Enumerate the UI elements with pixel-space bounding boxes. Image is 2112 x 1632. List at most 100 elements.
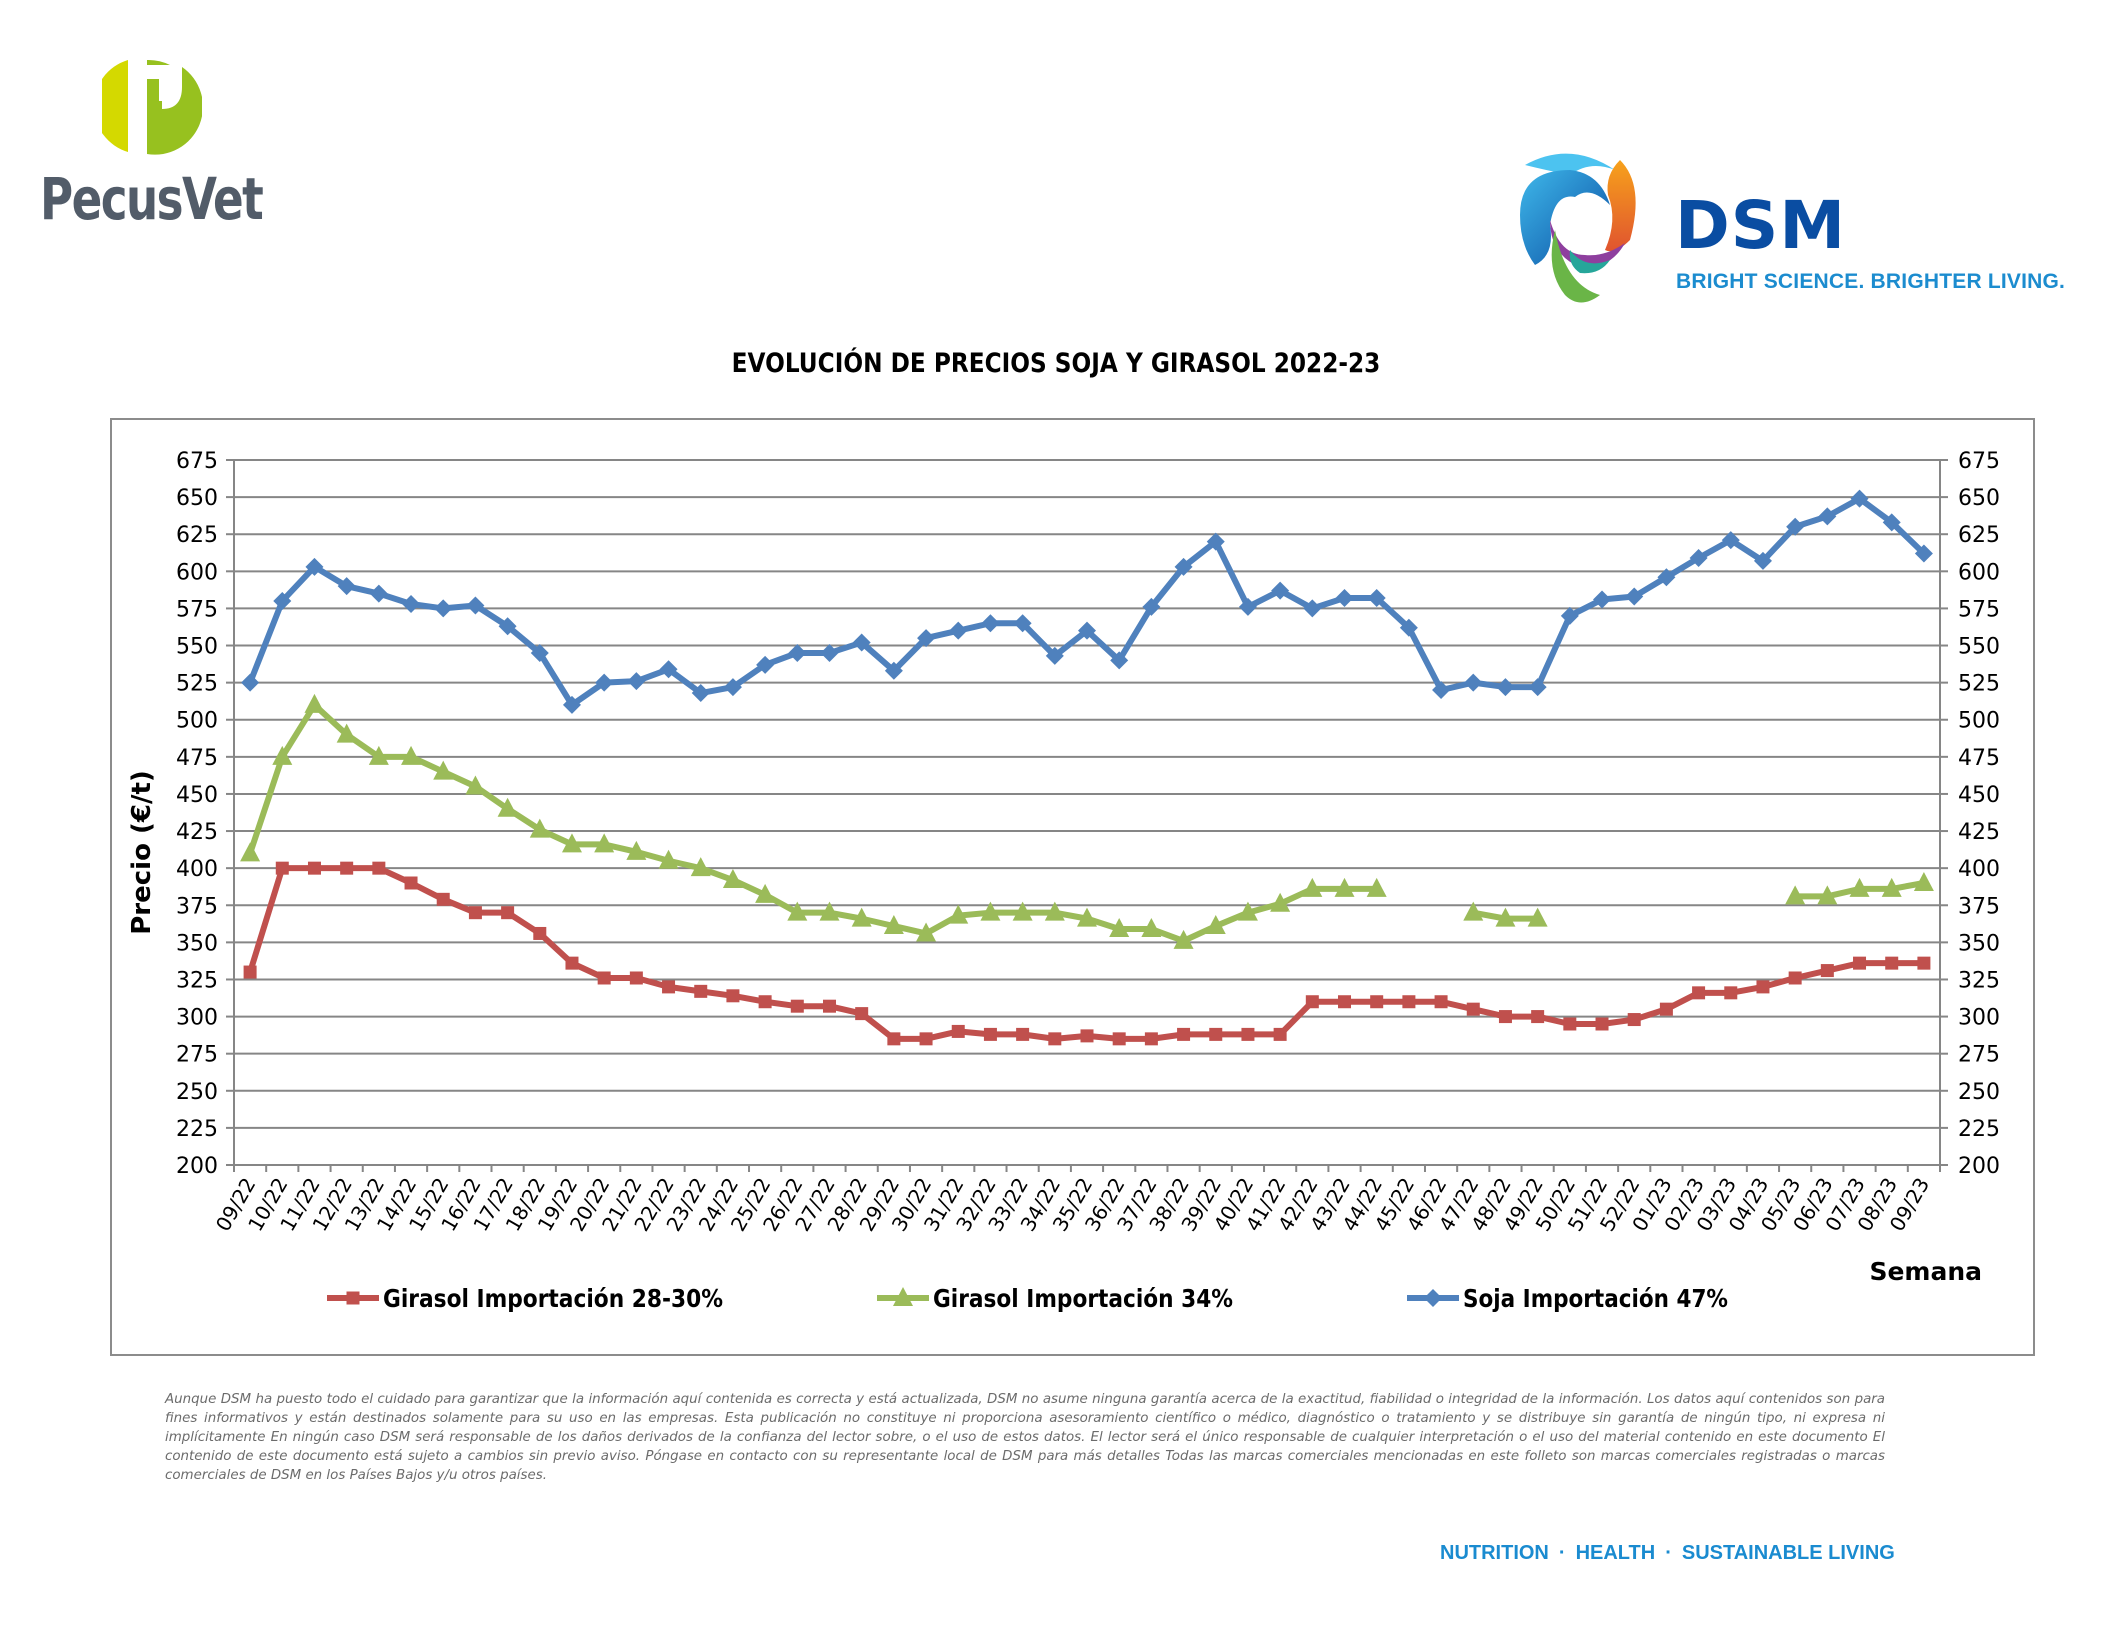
gridlines: [234, 459, 1940, 1166]
data-point-diamond: [1625, 587, 1644, 606]
data-point-triangle: [433, 760, 454, 780]
data-point-diamond: [1786, 517, 1805, 536]
y2-tick-label: 250: [1958, 1080, 2000, 1105]
tagline-sustainable-living: SUSTAINABLE LIVING: [1681, 1542, 1895, 1564]
data-point-diamond: [1303, 599, 1322, 618]
y-tick-label: 275: [176, 1043, 218, 1068]
y-tick-label: 450: [176, 783, 218, 808]
data-point-triangle: [1270, 892, 1291, 912]
y2-tick-label: 675: [1958, 449, 2000, 474]
series-line: [247, 701, 1377, 944]
y-tick-label: 225: [176, 1117, 218, 1142]
data-point-triangle: [272, 745, 293, 765]
data-point-triangle: [529, 818, 550, 838]
y2-tick-label: 450: [1958, 783, 2000, 808]
data-point-square: [436, 892, 450, 906]
legend-label: Girasol Importación 34%: [933, 1284, 1233, 1313]
data-point-diamond: [627, 672, 646, 691]
data-point-square: [1016, 1027, 1030, 1041]
legend-label: Soja Importación 47%: [1463, 1284, 1728, 1313]
data-point-square: [1531, 1010, 1545, 1024]
data-point-square: [565, 956, 579, 970]
y-axis-label: Precio (€/t): [127, 770, 157, 935]
data-point-diamond: [1399, 618, 1418, 637]
data-point-diamond: [1238, 597, 1257, 616]
data-point-square: [501, 906, 515, 920]
data-point-diamond: [691, 684, 710, 703]
data-point-triangle: [1785, 885, 1806, 905]
y2-tick-label: 325: [1958, 968, 2000, 993]
data-point-diamond: [1078, 621, 1096, 640]
axes: 200 200 225 225 250 250 275 275 300 300 325 325 350 3…: [176, 449, 2000, 1235]
data-point-diamond: [530, 643, 549, 662]
data-point-square: [468, 906, 482, 920]
data-point-triangle: [916, 922, 937, 942]
data-point-square: [983, 1027, 997, 1041]
data-point-diamond: [1560, 606, 1579, 625]
data-point-triangle: [401, 745, 422, 765]
data-point-diamond: [1914, 544, 1933, 563]
data-point-square: [404, 876, 418, 890]
data-point-diamond: [1464, 673, 1483, 692]
data-point-diamond: [981, 614, 1000, 633]
data-point-triangle: [1141, 918, 1162, 938]
data-point-triangle: [722, 869, 743, 889]
data-point-diamond: [241, 673, 260, 692]
data-point-triangle: [1817, 885, 1838, 905]
data-point-square: [1080, 1029, 1094, 1043]
data-point-triangle: [893, 1287, 913, 1306]
data-point-triangle: [465, 775, 486, 795]
y2-tick-label: 600: [1958, 560, 2000, 585]
data-point-triangle: [1109, 918, 1130, 938]
data-point-diamond: [1593, 590, 1612, 609]
dsm-tagline: BRIGHT SCIENCE. BRIGHTER LIVING.: [1676, 270, 2066, 293]
data-point-diamond: [1882, 513, 1901, 532]
data-point-diamond: [1528, 678, 1547, 697]
data-point-square: [1563, 1017, 1577, 1031]
data-point-triangle: [626, 840, 647, 860]
y-tick-label: 475: [176, 746, 218, 771]
y-tick-label: 400: [176, 857, 218, 882]
tagline-separator: ·: [1558, 1542, 1566, 1564]
data-point-diamond: [1045, 646, 1064, 665]
data-point-diamond: [1721, 531, 1740, 550]
data-point-diamond: [1335, 589, 1354, 608]
legal-disclaimer: Aunque DSM ha puesto todo el cuidado par…: [165, 1392, 1885, 1483]
data-point-diamond: [1110, 651, 1129, 670]
pecusvet-p-logo-icon: [102, 59, 202, 155]
data-point-triangle: [594, 833, 615, 853]
data-point-square: [1466, 1002, 1480, 1016]
data-point-square: [307, 861, 321, 875]
y2-tick-label: 575: [1958, 597, 2000, 622]
data-point-diamond: [595, 673, 614, 692]
data-point-square: [694, 984, 708, 998]
data-point-square: [243, 965, 257, 979]
data-point-diamond: [1657, 568, 1676, 587]
y2-tick-label: 300: [1958, 1006, 2000, 1031]
data-point-diamond: [562, 695, 581, 714]
data-point-triangle: [658, 849, 679, 869]
y-tick-label: 250: [176, 1080, 218, 1105]
data-point-diamond: [273, 592, 292, 610]
data-point-triangle: [755, 883, 776, 903]
data-point-triangle: [1527, 907, 1548, 927]
data-point-triangle: [1463, 901, 1484, 921]
data-point-square: [1788, 971, 1802, 985]
data-point-square: [919, 1032, 933, 1046]
pecusvet-wordmark: PecusVet: [40, 165, 264, 233]
data-point-diamond: [498, 617, 517, 636]
data-point-square: [1048, 1032, 1062, 1046]
chart-title: EVOLUCIÓN DE PRECIOS SOJA Y GIRASOL 2022…: [731, 348, 1381, 379]
y-tick-label: 350: [176, 931, 218, 956]
data-point-triangle: [980, 901, 1001, 921]
data-point-square: [1112, 1032, 1126, 1046]
data-point-square: [855, 1007, 869, 1021]
data-point-square: [726, 989, 740, 1003]
y2-tick-label: 500: [1958, 709, 2000, 734]
series-line: [247, 495, 1926, 708]
pecusvet-logo: PecusVet: [40, 55, 280, 245]
data-point-square: [1724, 986, 1738, 1000]
y-tick-label: 325: [176, 968, 218, 993]
x-axis-label: Semana: [1869, 1257, 1982, 1286]
data-point-square: [1498, 1010, 1512, 1024]
